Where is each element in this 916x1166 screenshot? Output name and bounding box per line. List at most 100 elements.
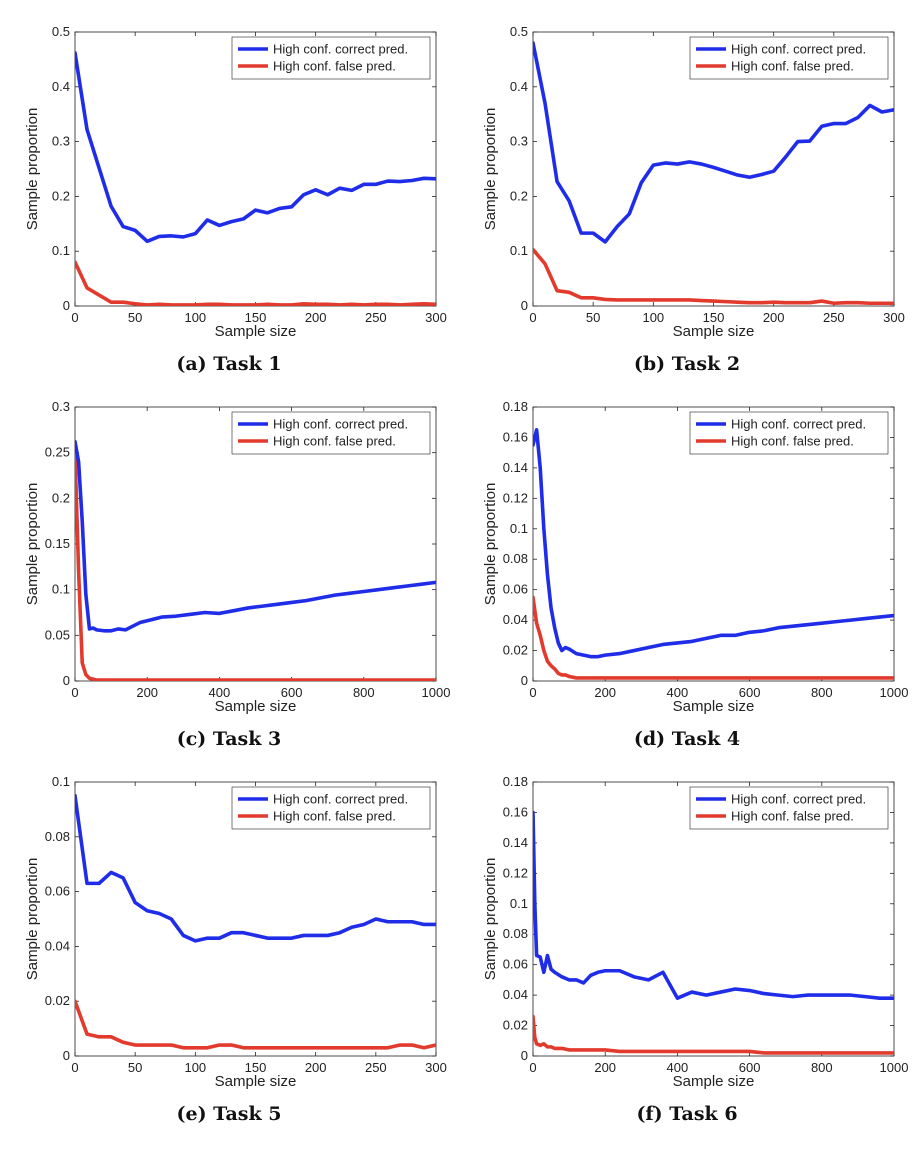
y-tick-label: 0.18	[503, 399, 528, 414]
y-tick-label: 0.1	[510, 896, 528, 911]
x-tick-label: 200	[763, 310, 785, 325]
legend-label-correct: High conf. correct pred.	[273, 417, 408, 432]
y-tick-label: 0	[521, 673, 528, 688]
y-tick-label: 0	[63, 673, 70, 688]
legend-label-false: High conf. false pred.	[731, 59, 854, 74]
x-tick-label: 1000	[880, 685, 909, 700]
x-tick-label: 100	[184, 1060, 206, 1075]
chart-svg: 0 0.1 0.2 0.3 0.4 0.5 0 50 100 150 200 250 300 Sample…	[482, 24, 905, 340]
y-axis-label: Sample proportion	[482, 858, 499, 981]
series-line-false	[533, 247, 894, 306]
chart-panel-6: 0 0.02 0.04 0.06 0.08 0.1 0.12 0.14 0.16 0.18 0 200…	[458, 750, 916, 1090]
legend-label-correct: High conf. correct pred.	[273, 792, 408, 807]
x-tick-label: 200	[594, 685, 616, 700]
x-tick-label: 600	[739, 1060, 761, 1075]
y-tick-label: 0.04	[503, 987, 528, 1002]
x-tick-label: 1000	[880, 1060, 909, 1075]
y-tick-label: 0.02	[503, 1018, 528, 1033]
series-line-false	[75, 450, 436, 681]
x-tick-label: 300	[425, 1060, 447, 1075]
y-tick-label: 0.14	[503, 460, 528, 475]
legend-label-false: High conf. false pred.	[273, 809, 396, 824]
x-tick-label: 150	[245, 1060, 267, 1075]
legend-label-correct: High conf. correct pred.	[731, 42, 866, 57]
legend-label-false: High conf. false pred.	[273, 434, 396, 449]
series-line-correct	[75, 439, 436, 633]
chart-panel-2: 0 0.1 0.2 0.3 0.4 0.5 0 50 100 150 200 250 300 Sample…	[458, 0, 916, 340]
x-tick-label: 150	[703, 310, 725, 325]
x-tick-label: 600	[281, 685, 303, 700]
chart-svg: 0 0.1 0.2 0.3 0.4 0.5 0 50 100 150 200 250 300 Sample…	[24, 24, 447, 340]
x-axis-label: Sample size	[673, 698, 755, 715]
x-tick-label: 0	[71, 310, 78, 325]
x-axis-label: Sample size	[215, 323, 297, 340]
x-axis-label: Sample size	[673, 1073, 755, 1090]
x-tick-label: 250	[365, 1060, 387, 1075]
y-tick-label: 0.12	[503, 865, 528, 880]
legend-label-false: High conf. false pred.	[273, 59, 396, 74]
legend-label-false: High conf. false pred.	[731, 434, 854, 449]
y-tick-label: 0.06	[503, 582, 528, 597]
chart-panel-5: 0 0.02 0.04 0.06 0.08 0.1 0 50 100 150 200 250 300 Sa…	[0, 750, 458, 1090]
x-tick-label: 150	[245, 310, 267, 325]
y-tick-label: 0.4	[52, 79, 70, 94]
series-line-correct	[533, 810, 894, 1000]
chart-svg: 0 0.02 0.04 0.06 0.08 0.1 0.12 0.14 0.16 0.18 0 200…	[482, 774, 909, 1090]
legend-box	[689, 786, 889, 830]
x-tick-label: 400	[667, 1060, 689, 1075]
y-axis-label: Sample proportion	[482, 108, 499, 231]
x-tick-label: 50	[128, 1060, 142, 1075]
x-tick-label: 0	[529, 1060, 536, 1075]
y-tick-label: 0.08	[503, 926, 528, 941]
series-line-false	[533, 1014, 894, 1055]
chart-svg: 0 0.05 0.1 0.15 0.2 0.25 0.3 0 200 400 600 800 1000 S…	[24, 399, 450, 715]
y-tick-label: 0.06	[503, 957, 528, 972]
x-tick-label: 800	[811, 1060, 833, 1075]
x-tick-label: 50	[128, 310, 142, 325]
y-tick-label: 0.1	[510, 243, 528, 258]
y-tick-label: 0	[521, 298, 528, 313]
y-tick-label: 0.2	[52, 490, 70, 505]
x-axis-label: Sample size	[215, 1073, 297, 1090]
y-tick-label: 0.1	[510, 521, 528, 536]
x-tick-label: 200	[305, 1060, 327, 1075]
x-tick-label: 50	[586, 310, 600, 325]
chart-panel-1: 0 0.1 0.2 0.3 0.4 0.5 0 50 100 150 200 250 300 Sample…	[0, 0, 458, 340]
x-tick-label: 0	[71, 685, 78, 700]
y-tick-label: 0.25	[45, 445, 70, 460]
x-tick-label: 800	[811, 685, 833, 700]
x-axis-label: Sample size	[673, 323, 755, 340]
x-tick-label: 0	[529, 685, 536, 700]
chart-svg: 0 0.02 0.04 0.06 0.08 0.1 0 50 100 150 200 250 300 Sa…	[24, 774, 447, 1090]
y-tick-label: 0.16	[503, 429, 528, 444]
legend-label-correct: High conf. correct pred.	[731, 792, 866, 807]
x-tick-label: 600	[739, 685, 761, 700]
x-tick-label: 100	[642, 310, 664, 325]
legend-box	[689, 36, 889, 80]
y-tick-label: 0.04	[45, 938, 70, 953]
y-tick-label: 0.2	[52, 188, 70, 203]
y-tick-label: 0.1	[52, 243, 70, 258]
chart-caption: (a) Task 1	[176, 353, 282, 375]
y-tick-label: 0.08	[503, 551, 528, 566]
x-tick-label: 250	[823, 310, 845, 325]
series-line-false	[75, 999, 436, 1050]
chart-caption: (f) Task 6	[636, 1103, 738, 1125]
legend-box	[231, 786, 431, 830]
y-tick-label: 0.1	[52, 582, 70, 597]
chart-caption: (e) Task 5	[176, 1103, 282, 1125]
y-tick-label: 0.3	[510, 134, 528, 149]
y-tick-label: 0.5	[52, 24, 70, 39]
legend-label-correct: High conf. correct pred.	[273, 42, 408, 57]
series-line-correct	[533, 428, 894, 659]
x-tick-label: 0	[529, 310, 536, 325]
y-tick-label: 0.18	[503, 774, 528, 789]
x-tick-label: 200	[136, 685, 158, 700]
legend-box	[231, 411, 431, 455]
x-tick-label: 250	[365, 310, 387, 325]
legend-label-false: High conf. false pred.	[731, 809, 854, 824]
chart-panel-4: 0 0.02 0.04 0.06 0.08 0.1 0.12 0.14 0.16 0.18 0 200…	[458, 375, 916, 715]
x-axis-label: Sample size	[215, 698, 297, 715]
series-line-correct	[533, 41, 894, 244]
